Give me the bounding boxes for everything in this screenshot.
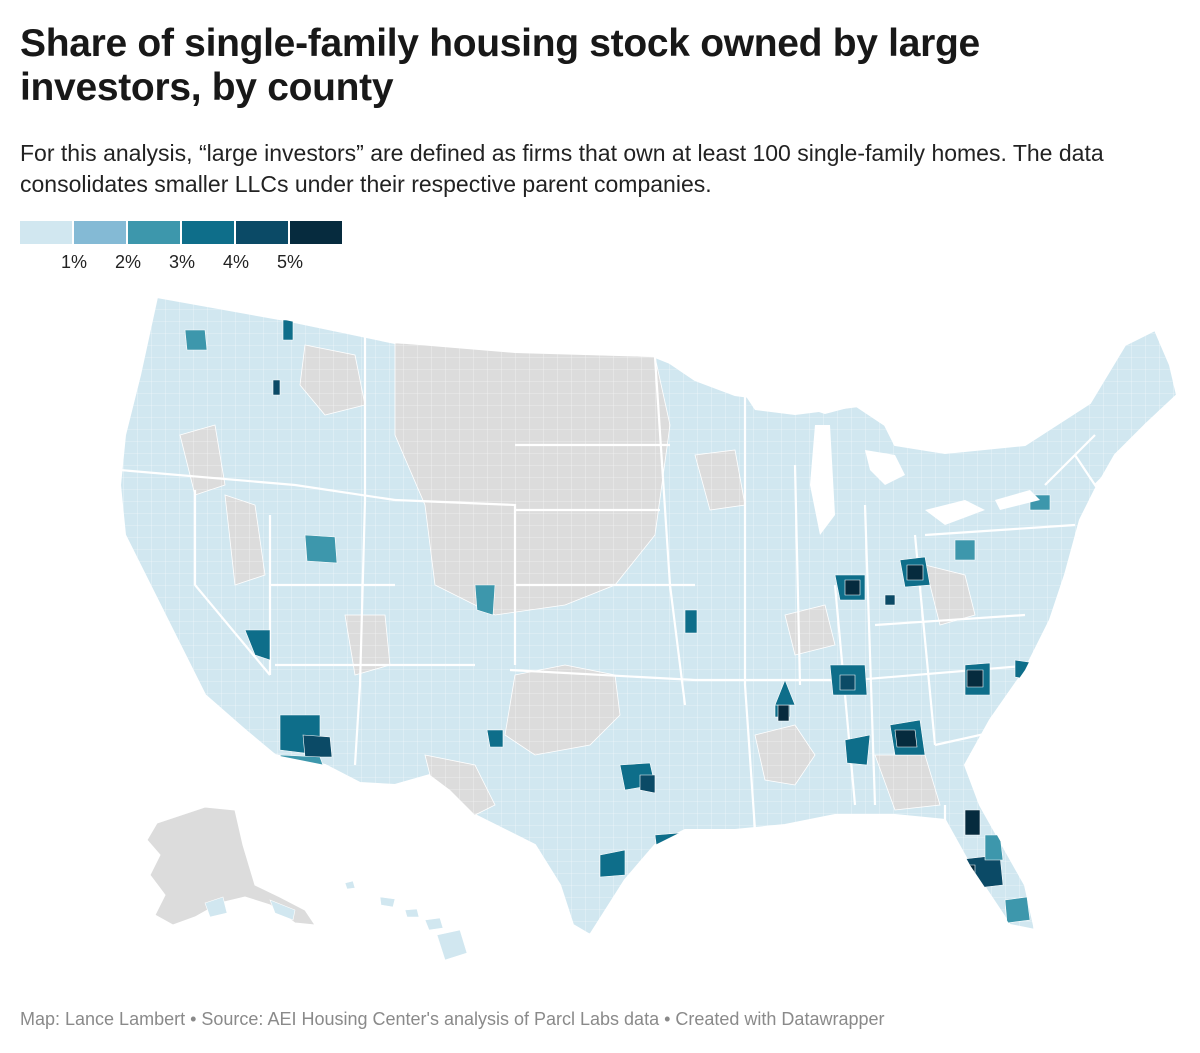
legend-tick-2pct: 2% — [114, 252, 142, 272]
state-borders — [120, 325, 1136, 831]
legend-swatch-1 — [74, 221, 126, 244]
legend-swatch-5 — [290, 221, 342, 244]
contiguous-us — [119, 296, 1178, 936]
legend-swatch-2 — [128, 221, 180, 244]
chart-subtitle: For this analysis, “large investors” are… — [20, 140, 1104, 197]
us-county-map — [119, 296, 1178, 961]
legend-tick-4pct: 4% — [222, 252, 250, 272]
hawaii — [344, 880, 468, 961]
legend-swatch-4 — [236, 221, 288, 244]
legend-swatch-0 — [20, 221, 72, 244]
legend-swatch-3 — [182, 221, 234, 244]
legend-tick-5pct: 5% — [276, 252, 304, 272]
legend-tick-3pct: 3% — [168, 252, 196, 272]
legend-tick-1pct: 1% — [60, 252, 88, 272]
alaska — [146, 806, 317, 926]
source-footer: Map: Lance Lambert • Source: AEI Housing… — [20, 1009, 885, 1029]
color-legend: 1% 2% 3% 4% 5% — [20, 221, 350, 273]
chart-title: Share of single-family housing stock own… — [20, 22, 980, 109]
